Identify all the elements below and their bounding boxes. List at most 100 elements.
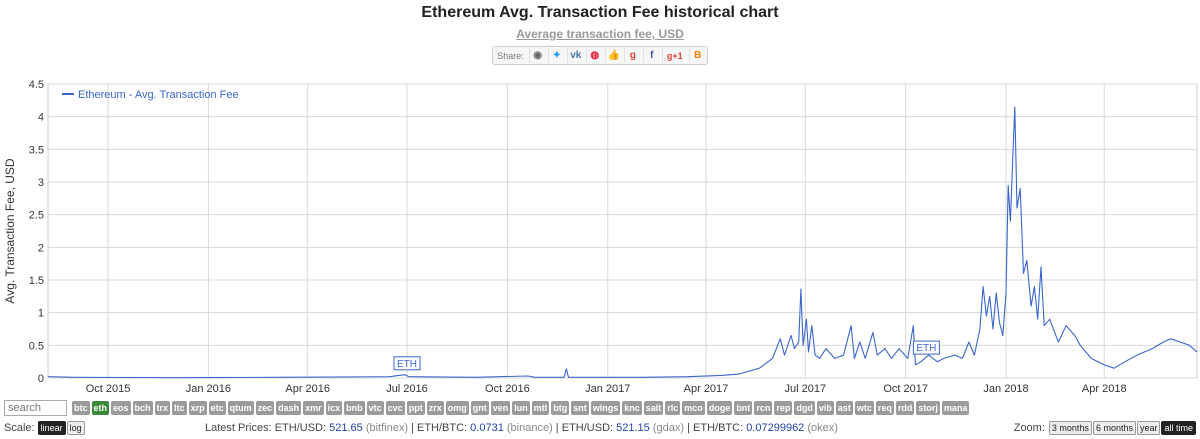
x-tick-label: Jan 2017: [585, 383, 630, 395]
scale-label: Scale:: [4, 422, 35, 434]
y-tick-label: 1.5: [29, 275, 44, 287]
coin-button-zrx[interactable]: zrx: [426, 401, 444, 415]
coin-button-ast[interactable]: ast: [835, 401, 853, 415]
share-group: Share: ◉ ✦ vk ◍ 👍 g f g+1 B: [492, 46, 708, 65]
zoom-6-months-button[interactable]: 6 months: [1092, 421, 1136, 435]
coin-button-mana[interactable]: mana: [941, 401, 970, 415]
share-like-icon[interactable]: 👍: [604, 48, 622, 63]
price-item: ETH/USD: 521.15 (gdax): [559, 422, 684, 434]
coin-button-trx[interactable]: trx: [154, 401, 171, 415]
coin-button-bnt[interactable]: bnt: [734, 401, 753, 415]
annotation-label: ETH: [916, 343, 936, 354]
price-item: ETH/BTC: 0.0731 (binance): [414, 422, 553, 434]
price-pair: ETH/USD:: [558, 422, 617, 434]
y-tick-label: 2: [38, 242, 44, 254]
coin-button-eth[interactable]: eth: [91, 401, 109, 415]
zoom-all-time-button[interactable]: all time: [1161, 421, 1196, 435]
x-tick-label: Oct 2017: [883, 383, 928, 395]
coin-button-dash[interactable]: dash: [276, 401, 302, 415]
price-pair: ETH/USD:: [274, 422, 330, 434]
share-gplus-icon[interactable]: g+1: [661, 48, 687, 63]
coin-button-gnt[interactable]: gnt: [470, 401, 489, 415]
coin-button-req[interactable]: req: [875, 401, 894, 415]
price-value: 521.15: [616, 422, 650, 434]
share-reddit-icon[interactable]: ◉: [528, 48, 546, 63]
price-separator: |: [552, 422, 559, 434]
x-tick-label: Jul 2016: [386, 383, 428, 395]
share-bar: Share: ◉ ✦ vk ◍ 👍 g f g+1 B: [0, 46, 1200, 65]
coin-button-mtl[interactable]: mtl: [531, 401, 550, 415]
annotation-box: [912, 340, 940, 355]
share-blogger-icon[interactable]: B: [688, 48, 706, 63]
price-item: ETH/BTC: 0.07299962 (okex): [690, 422, 838, 434]
coin-button-qtum[interactable]: qtum: [227, 401, 254, 415]
coin-button-vtc[interactable]: vtc: [366, 401, 384, 415]
zoom-year-button[interactable]: year: [1136, 421, 1161, 435]
coin-button-lun[interactable]: lun: [512, 401, 530, 415]
coin-button-doge[interactable]: doge: [706, 401, 733, 415]
price-source: (gdax): [649, 422, 685, 434]
coin-button-xrp[interactable]: xrp: [188, 401, 207, 415]
coin-button-wings[interactable]: wings: [590, 401, 621, 415]
coin-button-etc[interactable]: etc: [208, 401, 226, 415]
coin-button-mco[interactable]: mco: [682, 401, 705, 415]
coin-button-rcn[interactable]: rcn: [754, 401, 773, 415]
coin-button-rlc[interactable]: rlc: [665, 401, 681, 415]
coin-button-omg[interactable]: omg: [445, 401, 469, 415]
x-tick-label: Apr 2018: [1082, 383, 1127, 395]
y-tick-label: 2.5: [29, 210, 44, 222]
coin-button-eos[interactable]: eos: [111, 401, 131, 415]
coin-button-xmr[interactable]: xmr: [303, 401, 324, 415]
price-pair: ETH/BTC:: [413, 422, 471, 434]
share-weibo-icon[interactable]: ◍: [585, 48, 603, 63]
price-source: (okex): [804, 422, 838, 434]
coin-button-knc[interactable]: knc: [622, 401, 642, 415]
y-tick-label: 4.5: [29, 79, 44, 91]
annotation-label: ETH: [397, 359, 417, 370]
y-tick-label: 4: [38, 112, 44, 124]
coin-button-dgd[interactable]: dgd: [794, 401, 815, 415]
coin-button-salt[interactable]: salt: [643, 401, 664, 415]
annotation-box: [393, 356, 421, 371]
coin-button-wtc[interactable]: wtc: [854, 401, 874, 415]
y-tick-label: 1: [38, 308, 44, 320]
share-label: Share:: [497, 50, 524, 61]
coin-controls: btcetheosbchtrxltcxrpetcqtumzecdashxmric…: [4, 400, 971, 416]
coin-button-ppt[interactable]: ppt: [406, 401, 425, 415]
coin-button-vib[interactable]: vib: [816, 401, 834, 415]
coin-button-btc[interactable]: btc: [72, 401, 90, 415]
coin-button-snt[interactable]: snt: [571, 401, 589, 415]
coin-button-rep[interactable]: rep: [774, 401, 793, 415]
chart-subtitle[interactable]: Average transaction fee, USD: [516, 27, 684, 41]
coin-button-cvc[interactable]: cvc: [385, 401, 405, 415]
scale-linear-button[interactable]: linear: [37, 421, 66, 435]
coin-button-bnb[interactable]: bnb: [344, 401, 365, 415]
share-facebook-icon[interactable]: f: [642, 48, 660, 63]
scale-log-button[interactable]: log: [66, 421, 85, 435]
coin-button-rdd[interactable]: rdd: [895, 401, 915, 415]
coin-button-ven[interactable]: ven: [490, 401, 511, 415]
coin-button-storj[interactable]: storj: [916, 401, 940, 415]
y-tick-label: 0.5: [29, 340, 44, 352]
coin-button-ltc[interactable]: ltc: [172, 401, 187, 415]
share-vk-icon[interactable]: vk: [566, 48, 584, 63]
zoom-label: Zoom:: [1013, 422, 1045, 434]
coin-button-icx[interactable]: icx: [325, 401, 343, 415]
share-twitter-icon[interactable]: ✦: [547, 48, 565, 63]
coin-button-bch[interactable]: bch: [132, 401, 153, 415]
x-tick-label: Oct 2015: [86, 383, 131, 395]
x-tick-label: Jul 2017: [784, 383, 826, 395]
y-axis-label: Avg. Transaction Fee, USD: [3, 158, 17, 304]
search-input[interactable]: [4, 400, 67, 416]
x-tick-label: Jan 2016: [186, 383, 231, 395]
series-line: [47, 106, 1198, 379]
chart-area: 0 0.5 1 1.5 2 2.5 3 3.5 4 4.5 Oct 2015 Jan 2016 Apr …: [3, 79, 1198, 395]
zoom-3-months-button[interactable]: 3 months: [1048, 421, 1092, 435]
coin-button-zec[interactable]: zec: [255, 401, 275, 415]
y-tick-label: 3: [38, 177, 44, 189]
legend-label: Ethereum - Avg. Transaction Fee: [78, 89, 239, 101]
latest-prices: Latest Prices: ETH/USD: 521.65 (bitfinex…: [205, 422, 838, 434]
price-source: (binance): [503, 422, 553, 434]
coin-button-btg[interactable]: btg: [551, 401, 570, 415]
share-google-icon[interactable]: g: [623, 48, 641, 63]
